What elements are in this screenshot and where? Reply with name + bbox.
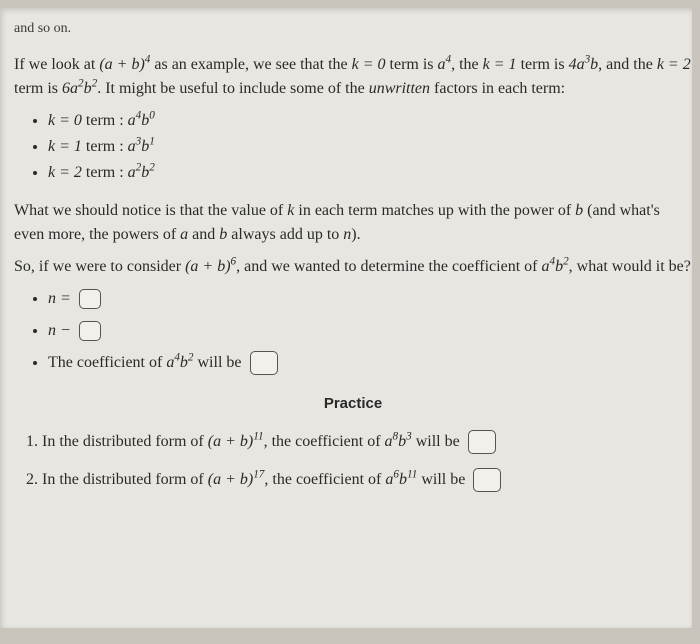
- expr: 6a2b2: [62, 80, 97, 97]
- expr: (a + b)6: [185, 258, 236, 275]
- text: In the distributed form of: [42, 471, 208, 488]
- expr: a4b2: [166, 354, 193, 371]
- base: (a + b): [99, 56, 144, 73]
- a: a: [438, 56, 446, 73]
- expr: k = 2: [657, 56, 691, 73]
- text: term :: [82, 164, 128, 181]
- a: a: [128, 112, 136, 129]
- text: will be: [417, 471, 469, 488]
- answer-input-n[interactable]: [79, 289, 101, 309]
- text: as an example, we see that the: [150, 56, 351, 73]
- text: term is: [14, 80, 62, 97]
- var-b: b: [575, 202, 583, 219]
- base: (a + b): [208, 433, 253, 450]
- expr: a4b0: [128, 112, 155, 129]
- expr: a4b2: [541, 258, 568, 275]
- text: always add up to: [227, 226, 343, 243]
- text: What we should notice is that the value …: [14, 202, 287, 219]
- base: (a + b): [208, 471, 253, 488]
- b: b: [555, 258, 563, 275]
- expr: (a + b)4: [99, 56, 150, 73]
- text: , the coefficient of: [264, 471, 385, 488]
- pow: 1: [149, 136, 155, 148]
- text: term is: [517, 56, 569, 73]
- k-val: k = 1: [48, 138, 82, 155]
- practice-heading: Practice: [14, 393, 692, 416]
- text: The coefficient of: [48, 354, 166, 371]
- paragraph-observation: What we should notice is that the value …: [14, 199, 692, 247]
- text: in each term matches up with the power o…: [294, 202, 575, 219]
- text: term :: [82, 112, 128, 129]
- text: , the coefficient of: [264, 433, 385, 450]
- pow: 11: [407, 469, 417, 481]
- pow: 17: [253, 469, 264, 481]
- expr: a6b11: [385, 471, 417, 488]
- k-val: k = 0: [48, 112, 82, 129]
- list-item: k = 1 term : a3b1: [48, 135, 692, 159]
- practice-item: In the distributed form of (a + b)17, th…: [42, 468, 692, 492]
- expr: (a + b)17: [208, 471, 265, 488]
- text: , and we wanted to determine the coeffic…: [236, 258, 541, 275]
- pow: 0: [149, 110, 155, 122]
- text: factors in each term:: [430, 80, 565, 97]
- emph-unwritten: unwritten: [369, 80, 430, 97]
- practice-item: In the distributed form of (a + b)11, th…: [42, 430, 692, 454]
- text: will be: [194, 354, 246, 371]
- a: a: [128, 164, 136, 181]
- b: b: [84, 80, 92, 97]
- practice-list: In the distributed form of (a + b)11, th…: [14, 430, 692, 493]
- b: b: [590, 56, 598, 73]
- text: ).: [351, 226, 360, 243]
- expr: a8b3: [385, 433, 412, 450]
- expr: a3b1: [128, 138, 155, 155]
- expr: a4: [438, 56, 452, 73]
- list-item: n =: [48, 287, 692, 311]
- expr: k = 1: [483, 56, 517, 73]
- text: , and the: [598, 56, 657, 73]
- expr: (a + b)11: [208, 433, 264, 450]
- list-item: n −: [48, 319, 692, 343]
- coef-a: 4a: [569, 56, 585, 73]
- cutoff-text: and so on.: [14, 18, 692, 39]
- text: and: [188, 226, 219, 243]
- a: a: [128, 138, 136, 155]
- list-item: k = 2 term : a2b2: [48, 161, 692, 185]
- coef-a: 6a: [62, 80, 78, 97]
- b: b: [398, 433, 406, 450]
- text: will be: [412, 433, 464, 450]
- n-minus: n −: [48, 322, 71, 339]
- pow: 2: [149, 162, 155, 174]
- list-item: k = 0 term : a4b0: [48, 109, 692, 133]
- text: In the distributed form of: [42, 433, 208, 450]
- text: , the: [451, 56, 483, 73]
- text: . It might be useful to include some of …: [97, 80, 369, 97]
- expr: a2b2: [128, 164, 155, 181]
- b: b: [180, 354, 188, 371]
- paragraph-intro: If we look at (a + b)4 as an example, we…: [14, 53, 692, 101]
- text: term is: [386, 56, 438, 73]
- worksheet-page: and so on. If we look at (a + b)4 as an …: [0, 8, 692, 628]
- term-list: k = 0 term : a4b0 k = 1 term : a3b1 k = …: [14, 109, 692, 185]
- answer-input-coef[interactable]: [250, 351, 278, 375]
- answer-input-nminus[interactable]: [79, 321, 101, 341]
- k-val: k = 2: [48, 164, 82, 181]
- answer-input-q1[interactable]: [468, 430, 496, 454]
- list-item: The coefficient of a4b2 will be: [48, 351, 692, 375]
- text: , what would it be?: [569, 258, 691, 275]
- expr: 4a3b: [569, 56, 599, 73]
- expr: k = 0: [352, 56, 386, 73]
- var-a: a: [180, 226, 188, 243]
- text: term :: [82, 138, 128, 155]
- text: So, if we were to consider: [14, 258, 185, 275]
- text: If we look at: [14, 56, 99, 73]
- paragraph-question: So, if we were to consider (a + b)6, and…: [14, 255, 692, 279]
- answer-input-q2[interactable]: [473, 468, 501, 492]
- base: (a + b): [185, 258, 230, 275]
- n-equals: n =: [48, 290, 71, 307]
- b: b: [399, 471, 407, 488]
- a: a: [385, 433, 393, 450]
- answer-bullets: n = n − The coefficient of a4b2 will be: [14, 287, 692, 375]
- pow: 11: [253, 431, 263, 443]
